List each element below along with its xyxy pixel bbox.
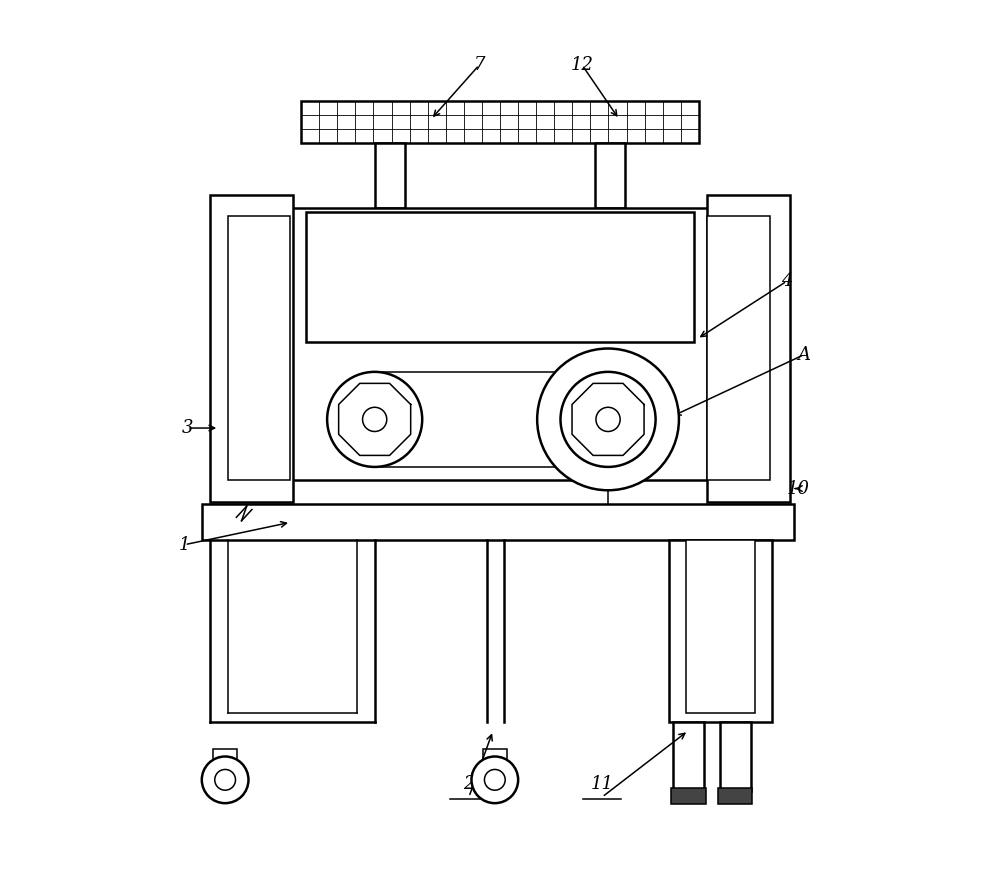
Circle shape — [363, 407, 387, 431]
Bar — [228, 216, 290, 480]
Text: 12: 12 — [571, 56, 594, 74]
Bar — [483, 749, 507, 765]
Circle shape — [215, 769, 236, 790]
Bar — [301, 101, 699, 143]
Circle shape — [202, 757, 248, 804]
Text: 7: 7 — [474, 56, 485, 74]
Bar — [673, 721, 704, 791]
Text: 2: 2 — [463, 774, 475, 793]
Bar — [306, 212, 694, 341]
Bar — [213, 749, 237, 765]
Text: A: A — [798, 346, 811, 363]
Bar — [686, 541, 755, 714]
Circle shape — [596, 407, 620, 431]
Bar — [288, 207, 712, 480]
Bar — [707, 195, 790, 502]
Text: 4: 4 — [781, 272, 793, 290]
Bar — [707, 216, 770, 480]
Bar — [375, 143, 405, 207]
Circle shape — [561, 372, 656, 467]
Bar — [595, 143, 625, 207]
Text: 3: 3 — [181, 419, 193, 437]
Bar — [671, 789, 706, 804]
Text: 10: 10 — [787, 480, 810, 497]
Bar — [718, 789, 752, 804]
Bar — [210, 195, 293, 502]
Bar — [720, 721, 751, 791]
Text: 1: 1 — [179, 535, 190, 554]
Circle shape — [537, 348, 679, 490]
Circle shape — [327, 372, 422, 467]
Circle shape — [471, 757, 518, 804]
Bar — [669, 541, 772, 721]
Circle shape — [484, 769, 505, 790]
Text: 11: 11 — [590, 774, 613, 793]
Bar — [202, 505, 794, 541]
